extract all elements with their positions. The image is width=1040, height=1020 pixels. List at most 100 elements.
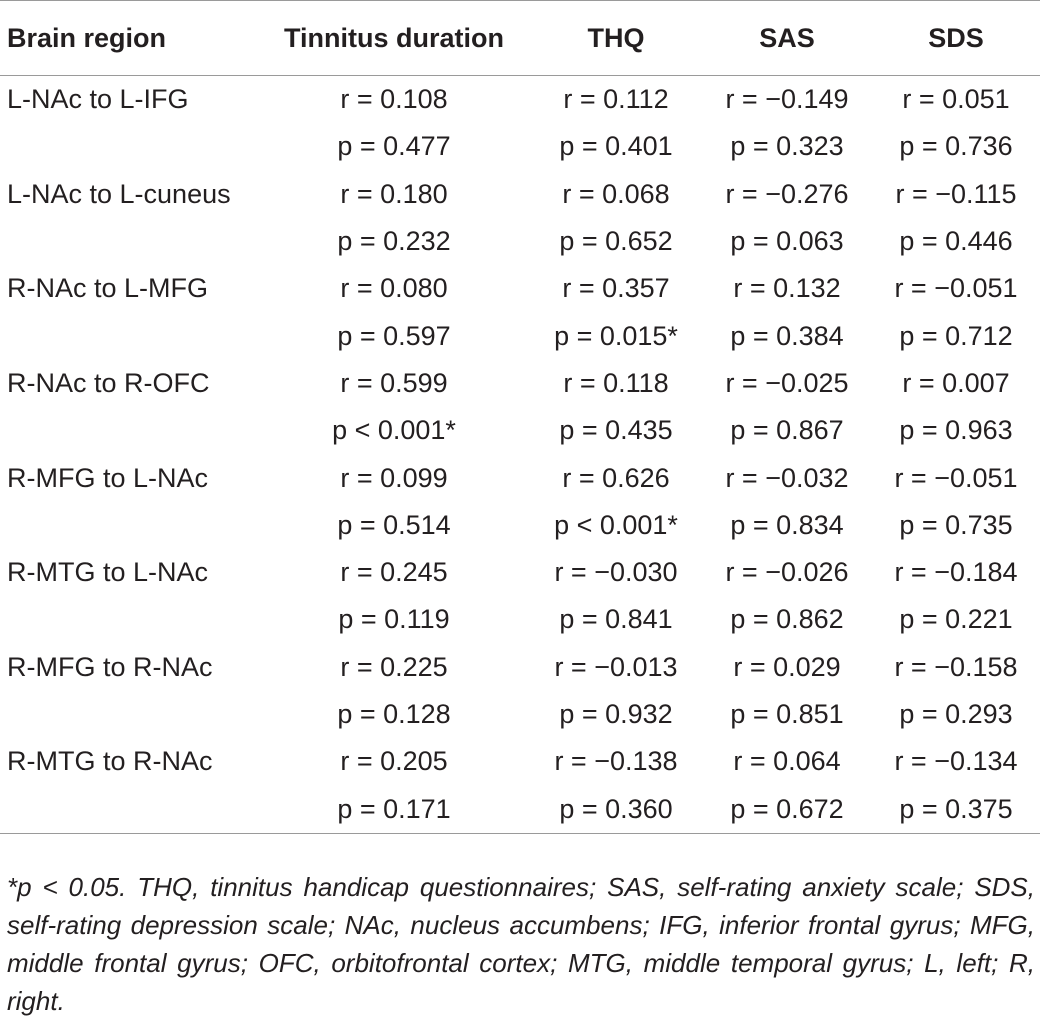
cell-thq: p = 0.435 — [559, 415, 673, 446]
cell-sas: p = 0.063 — [730, 226, 844, 257]
cell-thq: p < 0.001* — [554, 509, 678, 540]
cell-tinnitus-duration: r = 0.180 — [340, 178, 448, 209]
cell-tinnitus-duration: p = 0.119 — [338, 604, 450, 635]
cell-sds: p = 0.712 — [899, 320, 1013, 351]
cell-thq: p = 0.932 — [559, 699, 673, 729]
cell-tinnitus-duration: p = 0.128 — [337, 699, 451, 729]
cell-sas: r = −0.026 — [725, 557, 849, 588]
cell-brain-region — [0, 502, 258, 549]
cell-thq: r = −0.013 — [554, 651, 678, 682]
header-brain-region: Brain region — [0, 0, 258, 76]
table-row: p < 0.001* p = 0.435 p = 0.867 p = 0.963 — [0, 407, 1040, 454]
cell-sds: r = 0.051 — [902, 84, 1010, 115]
cell-tinnitus-duration: r = 0.599 — [340, 367, 448, 398]
cell-sas: p = 0.672 — [702, 785, 872, 834]
table-row: L-NAc to L-cuneus r = 0.180 r = 0.068 r = −… — [0, 171, 1040, 218]
table-row: R-MTG to R-NAc r = 0.205 r = −0.138 r = 0.0… — [0, 738, 1040, 785]
cell-thq: r = 0.357 — [562, 273, 670, 304]
header-tinnitus-duration: Tinnitus duration — [258, 0, 530, 76]
cell-tinnitus-duration: p = 0.597 — [337, 320, 451, 351]
correlation-table: Brain region Tinnitus duration THQ SAS S… — [0, 0, 1040, 834]
header-sds: SDS — [872, 0, 1040, 76]
cell-sds: p = 0.293 — [899, 699, 1013, 729]
table-row: p = 0.119 p = 0.841 p = 0.862 p = 0.221 — [0, 596, 1040, 643]
cell-tinnitus-duration: p = 0.171 — [258, 785, 530, 834]
cell-thq: p = 0.015* — [554, 320, 678, 351]
cell-sds: p = 0.375 — [872, 785, 1040, 834]
cell-thq: r = 0.068 — [562, 178, 670, 209]
cell-sds: p = 0.963 — [899, 415, 1013, 446]
table-row: p = 0.171 p = 0.360 p = 0.672 p = 0.375 — [0, 785, 1040, 834]
cell-sas: r = 0.064 — [733, 746, 841, 777]
cell-sas: p = 0.384 — [730, 320, 844, 351]
cell-sas: p = 0.867 — [730, 415, 844, 446]
cell-sds: r = −0.051 — [894, 462, 1018, 493]
header-sas: SAS — [702, 0, 872, 76]
cell-thq: r = 0.118 — [563, 367, 669, 398]
table-row: L-NAc to L-IFG r = 0.108 r = 0.112 r = −0.1… — [0, 76, 1040, 124]
cell-sds: r = −0.134 — [894, 746, 1018, 777]
cell-brain-region: R-MTG to L-NAc — [7, 557, 209, 588]
cell-tinnitus-duration: p = 0.477 — [337, 131, 451, 162]
cell-sas: p = 0.862 — [730, 604, 844, 635]
cell-brain-region: R-NAc to R-OFC — [7, 367, 210, 398]
cell-tinnitus-duration: r = 0.080 — [340, 273, 448, 304]
cell-sas: r = −0.025 — [725, 367, 849, 398]
table-row: R-MTG to L-NAc r = 0.245 r = −0.030 r = −0.… — [0, 549, 1040, 596]
cell-thq: p = 0.841 — [559, 604, 673, 635]
cell-sds: p = 0.735 — [899, 509, 1013, 540]
table-row: p = 0.128 p = 0.932 p = 0.851 p = 0.293 — [0, 691, 1040, 738]
header-thq: THQ — [530, 0, 702, 76]
cell-thq: p = 0.401 — [559, 131, 673, 162]
cell-thq: p = 0.360 — [530, 785, 702, 834]
cell-tinnitus-duration: r = 0.225 — [340, 651, 448, 682]
table-row: p = 0.597 p = 0.015* p = 0.384 p = 0.712 — [0, 312, 1040, 359]
table-row: R-MFG to L-NAc r = 0.099 r = 0.626 r = −0.0… — [0, 454, 1040, 501]
cell-thq: r = −0.138 — [554, 746, 678, 777]
cell-tinnitus-duration: r = 0.205 — [340, 746, 448, 777]
cell-sas: p = 0.323 — [730, 131, 844, 162]
cell-sds: r = −0.184 — [894, 557, 1018, 588]
cell-brain-region: R-MFG to R-NAc — [7, 651, 213, 682]
cell-tinnitus-duration: r = 0.245 — [340, 557, 448, 588]
cell-brain-region — [0, 691, 258, 738]
cell-sds: r = 0.007 — [902, 367, 1010, 398]
cell-sds: p = 0.221 — [899, 604, 1013, 635]
cell-sds: r = −0.115 — [895, 178, 1017, 209]
cell-brain-region: L-NAc to L-IFG — [7, 84, 189, 115]
cell-tinnitus-duration: r = 0.108 — [340, 84, 448, 115]
cell-sds: p = 0.736 — [899, 131, 1013, 162]
cell-brain-region: R-MFG to L-NAc — [7, 462, 209, 493]
cell-tinnitus-duration: p < 0.001* — [332, 415, 456, 446]
table-body: L-NAc to L-IFG r = 0.108 r = 0.112 r = −0.1… — [0, 76, 1040, 834]
cell-sas: r = −0.149 — [725, 84, 849, 115]
cell-brain-region — [0, 123, 258, 170]
header-row: Brain region Tinnitus duration THQ SAS S… — [0, 0, 1040, 76]
cell-thq: r = 0.626 — [562, 462, 670, 493]
table-row: p = 0.514 p < 0.001* p = 0.834 p = 0.735 — [0, 502, 1040, 549]
cell-thq: p = 0.652 — [559, 226, 673, 257]
table-footnote: *p < 0.05. THQ, tinnitus handicap questi… — [7, 872, 1035, 1016]
cell-sas: r = −0.032 — [725, 462, 849, 493]
cell-tinnitus-duration: p = 0.232 — [337, 226, 451, 257]
cell-brain-region — [0, 596, 258, 643]
cell-brain-region — [0, 312, 258, 359]
cell-sds: r = −0.158 — [894, 651, 1018, 682]
table-row: R-NAc to L-MFG r = 0.080 r = 0.357 r = 0.13… — [0, 265, 1040, 312]
cell-sas: r = −0.276 — [725, 178, 849, 209]
cell-thq: r = 0.112 — [563, 84, 669, 115]
cell-brain-region — [0, 785, 258, 834]
cell-brain-region — [0, 407, 258, 454]
table-row: R-MFG to R-NAc r = 0.225 r = −0.013 r = 0.0… — [0, 644, 1040, 691]
cell-tinnitus-duration: r = 0.099 — [340, 462, 448, 493]
cell-sas: r = 0.132 — [733, 273, 841, 304]
cell-thq: r = −0.030 — [554, 557, 678, 588]
table-row: p = 0.477 p = 0.401 p = 0.323 p = 0.736 — [0, 123, 1040, 170]
cell-brain-region: R-NAc to L-MFG — [7, 273, 209, 304]
cell-brain-region — [0, 218, 258, 265]
table-row: R-NAc to R-OFC r = 0.599 r = 0.118 r = −0.0… — [0, 360, 1040, 407]
cell-sas: p = 0.834 — [730, 509, 844, 540]
table-row: p = 0.232 p = 0.652 p = 0.063 p = 0.446 — [0, 218, 1040, 265]
cell-sds: p = 0.446 — [899, 226, 1013, 257]
cell-sas: p = 0.851 — [730, 699, 844, 729]
